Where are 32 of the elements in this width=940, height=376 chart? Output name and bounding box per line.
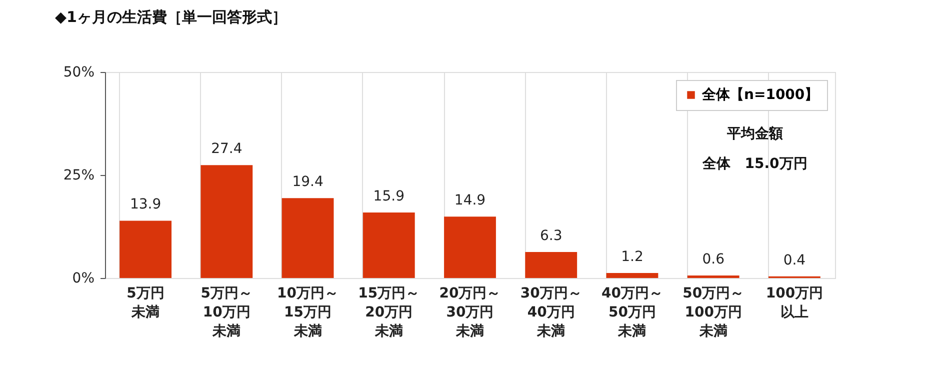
data-label: 19.4	[292, 174, 324, 190]
data-label: 0.6	[702, 252, 725, 268]
legend-label: 全体【n=1000】	[701, 87, 819, 103]
data-label: 14.9	[454, 192, 486, 209]
bar	[200, 165, 253, 278]
data-label: 1.2	[621, 249, 644, 266]
data-label: 0.4	[783, 252, 806, 268]
bar	[282, 198, 334, 278]
data-label: 13.9	[130, 196, 162, 213]
data-label: 27.4	[211, 141, 242, 158]
x-tick-label: 5万円未満	[126, 286, 164, 320]
x-tick-label: 5万円～10万円未満	[200, 286, 253, 340]
x-tick-label: 100万円以上	[766, 286, 824, 320]
chart-title: ◆1ヶ月の生活費［単一回答形式］	[55, 8, 287, 26]
data-label: 6.3	[540, 228, 562, 244]
x-tick-label: 50万円～100万円未満	[682, 286, 744, 340]
y-tick-label: 50%	[63, 64, 94, 80]
data-label: 15.9	[373, 188, 404, 204]
x-tick-label: 15万円～20万円未満	[358, 286, 420, 340]
x-tick-label: 20万円～30万円未満	[439, 286, 501, 340]
annotation: 全体 15.0万円	[702, 156, 808, 172]
x-tick-label: 10万円～15万円未満	[277, 286, 339, 340]
annotation: 平均金額	[726, 125, 783, 142]
x-tick-label: 30万円～40万円未満	[520, 286, 582, 340]
y-tick-label: 0%	[72, 270, 94, 286]
bar	[444, 216, 496, 278]
bar	[362, 212, 415, 278]
bar	[606, 273, 658, 278]
bar	[120, 220, 172, 278]
bar	[525, 252, 578, 278]
y-tick-label: 25%	[63, 168, 94, 184]
x-tick-label: 40万円～50万円未満	[601, 286, 663, 340]
